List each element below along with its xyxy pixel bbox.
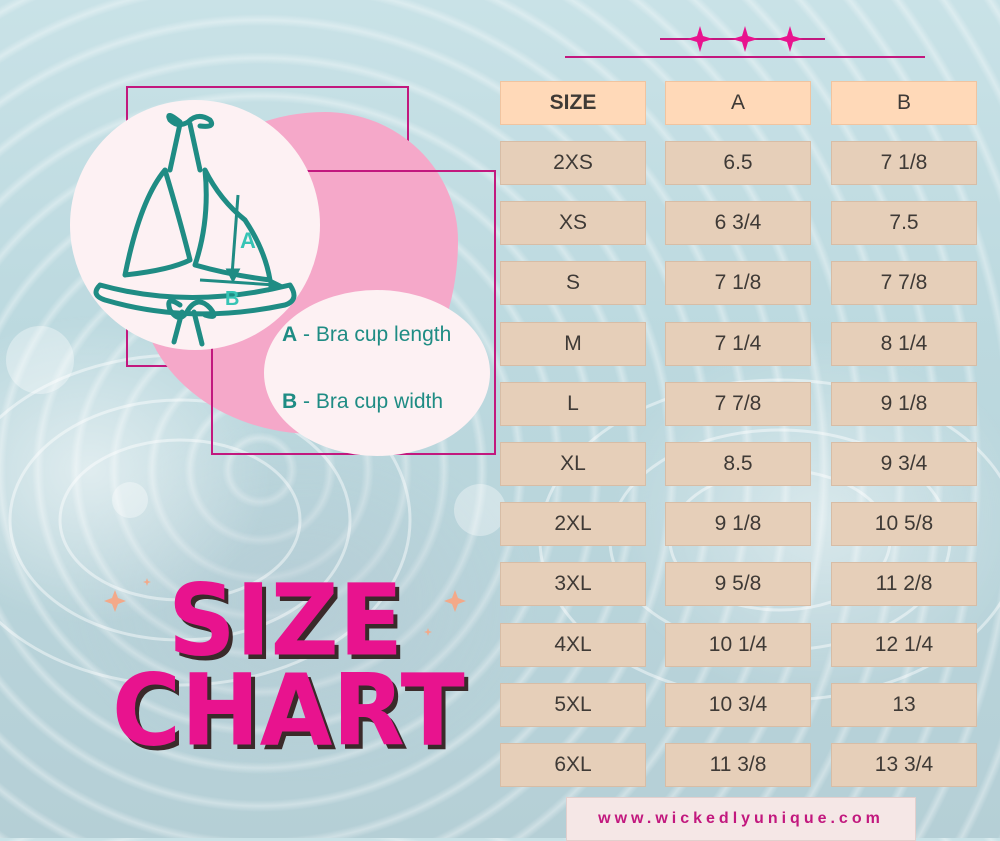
sparkle-icon (687, 26, 713, 52)
table-header-a: A (665, 81, 811, 125)
legend-a-letter: A (282, 323, 298, 346)
measure-a-cell: 7 1/8 (665, 261, 811, 305)
measure-b-cell: 7 1/8 (831, 141, 977, 185)
diagram-label-a: A (240, 228, 256, 253)
top-deco-line (565, 56, 925, 58)
title-chart: CHART (112, 654, 465, 769)
measure-a-cell: 9 5/8 (665, 562, 811, 606)
measure-a-cell: 9 1/8 (665, 502, 811, 546)
measure-a-cell: 10 3/4 (665, 683, 811, 727)
size-cell: 2XS (500, 141, 646, 185)
size-cell: M (500, 322, 646, 366)
measure-a-cell: 11 3/8 (665, 743, 811, 787)
size-cell: XS (500, 201, 646, 245)
diagram-label-b: B (225, 288, 239, 310)
sparkle-icon (424, 628, 432, 636)
sparkle-icon (104, 590, 126, 612)
size-cell: L (500, 382, 646, 426)
measure-a-cell: 8.5 (665, 442, 811, 486)
measure-b-cell: 7.5 (831, 201, 977, 245)
sparkle-icon (143, 578, 151, 586)
measure-a-cell: 6.5 (665, 141, 811, 185)
measure-b-cell: 9 1/8 (831, 382, 977, 426)
sparkle-icon-group (687, 26, 803, 52)
legend-a: A - Bra cup length (282, 323, 451, 347)
bikini-top-icon: A B (93, 113, 297, 347)
table-header-b: B (831, 81, 977, 125)
size-cell: XL (500, 442, 646, 486)
website-url[interactable]: www.wickedlyunique.com (566, 797, 916, 841)
table-header-size: SIZE (500, 81, 646, 125)
measure-b-cell: 7 7/8 (831, 261, 977, 305)
measure-b-cell: 13 3/4 (831, 743, 977, 787)
sparkle-icon (777, 26, 803, 52)
size-cell: 6XL (500, 743, 646, 787)
size-cell: 2XL (500, 502, 646, 546)
sparkle-icon (444, 590, 466, 612)
title-sparkles (104, 578, 466, 636)
measure-b-cell: 9 3/4 (831, 442, 977, 486)
measure-a-cell: 10 1/4 (665, 623, 811, 667)
legend-b-text: - Bra cup width (297, 390, 444, 413)
title-size: SIZE (168, 564, 404, 679)
legend-b-letter: B (282, 390, 298, 413)
measure-b-cell: 8 1/4 (831, 322, 977, 366)
size-cell: S (500, 261, 646, 305)
measure-a-cell: 7 1/4 (665, 322, 811, 366)
measure-b-cell: 12 1/4 (831, 623, 977, 667)
legend-a-text: - Bra cup length (297, 323, 452, 346)
size-cell: 5XL (500, 683, 646, 727)
measure-b-cell: 11 2/8 (831, 562, 977, 606)
measure-a-cell: 7 7/8 (665, 382, 811, 426)
size-cell: 4XL (500, 623, 646, 667)
measure-a-cell: 6 3/4 (665, 201, 811, 245)
sparkle-icon (732, 26, 758, 52)
measure-b-cell: 10 5/8 (831, 502, 977, 546)
legend-circle (264, 290, 490, 456)
measure-b-cell: 13 (831, 683, 977, 727)
legend-b: B - Bra cup width (282, 390, 443, 414)
size-cell: 3XL (500, 562, 646, 606)
